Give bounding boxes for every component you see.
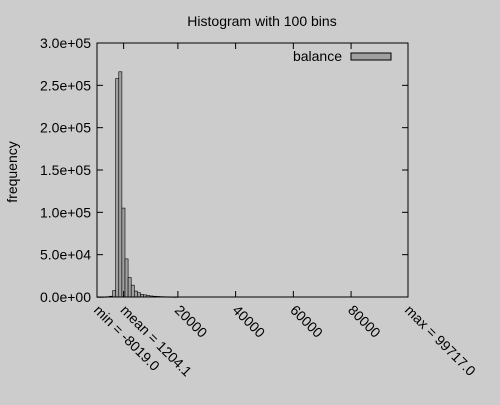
legend-label-balance: balance — [293, 48, 342, 64]
legend-swatch-balance — [351, 53, 391, 60]
legend: balance — [293, 48, 391, 64]
y-axis-label: frequency — [4, 141, 20, 202]
x-tick-label: max = 99717.0 — [402, 302, 479, 379]
x-tick-label: 20000 — [172, 302, 211, 341]
y-tick-label: 3.0e+05 — [40, 35, 91, 51]
histogram-bar — [134, 291, 137, 297]
histogram-bar — [119, 72, 122, 297]
y-tick-label: 1.5e+05 — [40, 162, 91, 178]
y-tick-label: 2.5e+05 — [40, 77, 91, 93]
histogram-bar — [128, 278, 131, 297]
y-tick-label: 1.0e+05 — [40, 204, 91, 220]
histogram-bar — [125, 259, 128, 297]
x-tick-label: 60000 — [287, 302, 326, 341]
x-tick-label: 80000 — [345, 302, 384, 341]
histogram-bar — [116, 79, 119, 297]
bars-layer — [97, 72, 178, 298]
chart-title: Histogram with 100 bins — [187, 13, 336, 29]
x-tick-label: 40000 — [229, 302, 268, 341]
plot-frame — [97, 43, 408, 297]
histogram-bar — [137, 293, 140, 297]
histogram-bar — [131, 285, 134, 297]
histogram-bar — [122, 208, 125, 297]
y-axis: 0.0e+00 5.0e+04 1.0e+05 1.5e+05 2.0e+05 2.5e+… — [40, 35, 408, 305]
y-tick-label: 2.0e+05 — [40, 120, 91, 136]
histogram-bar — [113, 291, 116, 297]
y-tick-label: 5.0e+04 — [40, 247, 91, 263]
y-tick-label: 0.0e+00 — [40, 289, 91, 305]
